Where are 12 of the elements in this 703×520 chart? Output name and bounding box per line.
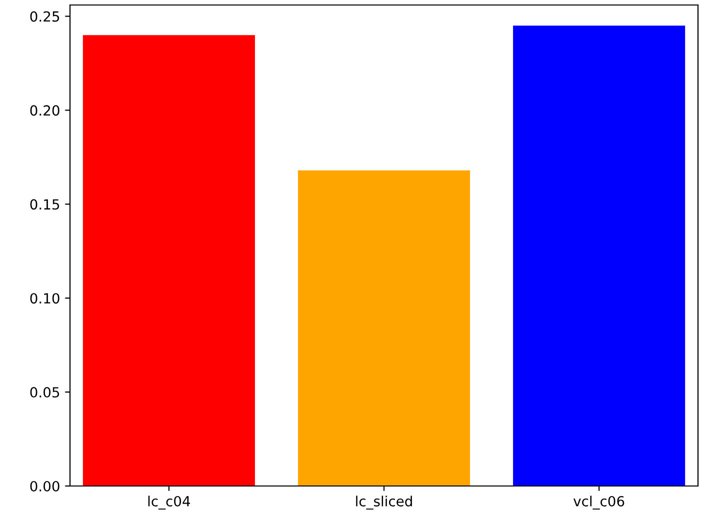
- y-tick-label: 0.25: [30, 11, 60, 22]
- bar: [298, 170, 470, 486]
- y-tick-label: 0.05: [30, 387, 60, 398]
- x-tick-label: vcl_c06: [574, 496, 624, 510]
- x-tick-label: lc_sliced: [356, 496, 412, 510]
- y-tick-label: 0.00: [30, 480, 60, 492]
- y-tick-label: 0.15: [30, 199, 60, 210]
- y-tick-label: 0.10: [30, 293, 60, 304]
- bar: [513, 26, 686, 486]
- x-tick-label: lc_c04: [148, 496, 190, 510]
- y-tick-label: 0.20: [30, 105, 60, 116]
- bar: [82, 35, 255, 486]
